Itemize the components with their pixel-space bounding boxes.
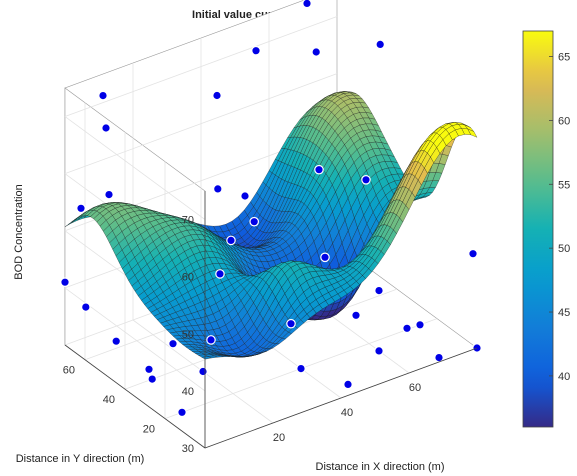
data-point (296, 363, 306, 374)
surface-mesh (64, 91, 478, 360)
data-point (212, 90, 222, 101)
data-points (60, 0, 482, 418)
data-point (311, 47, 321, 57)
z-axis-label: BOD Concentration (13, 184, 25, 279)
data-point (104, 189, 114, 200)
data-point (111, 336, 121, 346)
colorbar-tick-label: 60 (558, 115, 570, 127)
data-point (251, 45, 261, 56)
data-point (168, 338, 178, 349)
z-tick-label: 50 (182, 329, 194, 341)
data-point (286, 318, 296, 329)
data-point (320, 252, 330, 263)
grid-line-z-back (64, 73, 338, 175)
grid-line-z-back (64, 16, 338, 117)
data-point (468, 248, 478, 259)
data-point (60, 277, 70, 287)
tick-labels: 20 40 60 20 40 60 30 40 50 60 70 (63, 215, 421, 455)
y-tick-label: 40 (103, 394, 115, 406)
y-tick-label: 60 (63, 365, 75, 377)
data-point (144, 364, 154, 375)
data-point (343, 379, 353, 390)
data-point (240, 191, 250, 201)
data-point (177, 407, 187, 418)
data-point (314, 164, 324, 175)
x-tick-label: 20 (273, 432, 285, 444)
colorbar-gradient (522, 30, 554, 428)
colorbar-tick-label: 40 (558, 371, 570, 383)
data-point (215, 269, 225, 279)
data-point (351, 310, 361, 321)
colorbar-tick-label: 50 (558, 243, 570, 255)
surface-cell (201, 356, 212, 360)
colorbar-tick-label: 45 (558, 307, 570, 319)
data-point (98, 90, 108, 101)
y-axis-label: Distance in Y direction (m) (16, 453, 145, 465)
data-point (206, 335, 216, 345)
y-tick-label: 20 (143, 424, 155, 436)
y-axis-line (64, 344, 206, 449)
data-point (101, 123, 111, 133)
data-point (375, 39, 385, 50)
z-tick-label: 70 (182, 215, 194, 227)
data-point (361, 175, 371, 185)
data-point (147, 374, 157, 384)
data-point (402, 323, 412, 334)
data-point (76, 203, 86, 214)
data-point (302, 0, 312, 9)
x-axis-line (204, 347, 478, 449)
x-tick-label: 60 (409, 382, 421, 394)
z-tick-label: 30 (182, 443, 194, 455)
data-point (415, 319, 425, 330)
z-tick-label: 60 (182, 272, 194, 284)
data-point (213, 184, 223, 194)
grid-line-z-side (64, 116, 206, 220)
data-point (374, 285, 384, 296)
data-point (198, 366, 208, 377)
colorbar-tick-label: 55 (558, 179, 570, 191)
z-tick-label: 40 (182, 386, 194, 398)
data-point (226, 235, 236, 246)
axes-front-lines (64, 191, 478, 449)
colorbar: 40 45 50 55 60 65 (522, 30, 570, 428)
data-point (249, 216, 259, 227)
data-point (81, 302, 91, 312)
data-point (374, 346, 384, 356)
x-axis-label: Distance in X direction (m) (316, 461, 445, 473)
colorbar-tick-label: 65 (558, 52, 570, 64)
x-tick-label: 40 (341, 407, 353, 419)
